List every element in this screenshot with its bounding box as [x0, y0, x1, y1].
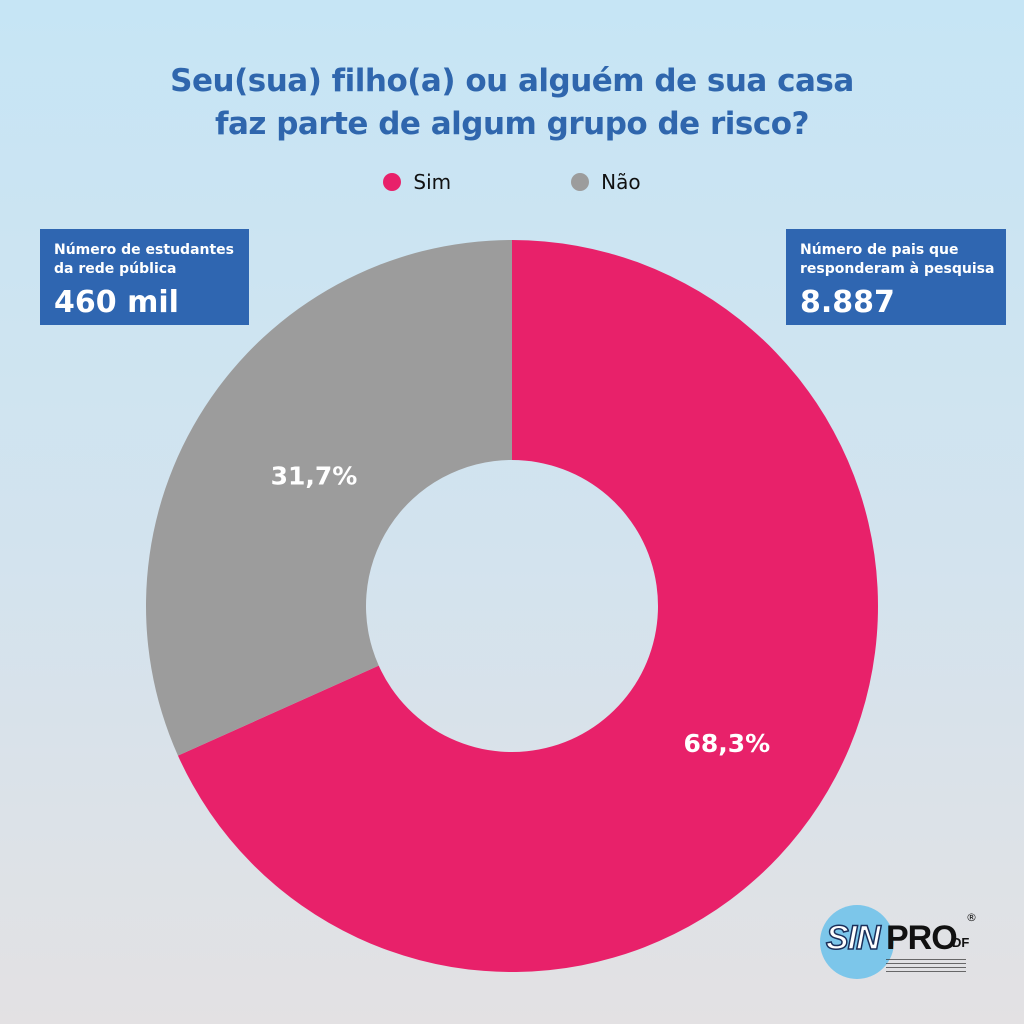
slice-label-nao: 31,7% — [271, 462, 358, 491]
legend-label-nao: Não — [601, 170, 641, 194]
respondents-count-label-line1: Número de pais que — [800, 242, 959, 258]
logo-pro-text: PRO — [886, 919, 958, 957]
respondents-count-box: Número de pais que responderam à pesquis… — [786, 229, 1006, 325]
legend-dot-sim — [383, 173, 402, 191]
registered-icon: ® — [966, 911, 977, 924]
sinpro-logo: SIN PRO DF ® — [820, 905, 990, 985]
respondents-count-value: 8.887 — [800, 285, 895, 320]
donut-slice-sim — [177, 240, 879, 972]
slice-label-sim: 68,3% — [683, 729, 770, 758]
respondents-count-label: Número de pais que responderam à pesquis… — [800, 241, 995, 279]
respondents-count-label-line2: responderam à pesquisa — [800, 261, 995, 277]
chart-title-line2: faz parte de algum grupo de risco? — [214, 106, 810, 142]
logo-region: DF — [952, 935, 970, 950]
chart-title-line1: Seu(sua) filho(a) ou alguém de sua casa — [170, 63, 854, 99]
chart-legend: Sim Não — [0, 170, 1024, 194]
logo-sin-text: SIN — [825, 918, 881, 958]
students-count-label-line1: Número de estudantes — [54, 242, 234, 258]
legend-item-sim: Sim — [383, 170, 451, 194]
students-count-value: 460 mil — [54, 285, 179, 320]
donut-slice-nao — [146, 240, 512, 756]
students-count-label: Número de estudantes da rede pública — [54, 241, 235, 279]
logo-tagline-lines — [886, 959, 966, 973]
logo-circle — [820, 905, 894, 979]
legend-dot-nao — [571, 173, 590, 191]
legend-label-sim: Sim — [413, 170, 452, 194]
legend-item-nao: Não — [571, 170, 641, 194]
students-count-box: Número de estudantes da rede pública 460… — [40, 229, 249, 325]
chart-title: Seu(sua) filho(a) ou alguém de sua casa … — [0, 60, 1024, 146]
students-count-label-line2: da rede pública — [54, 261, 177, 277]
